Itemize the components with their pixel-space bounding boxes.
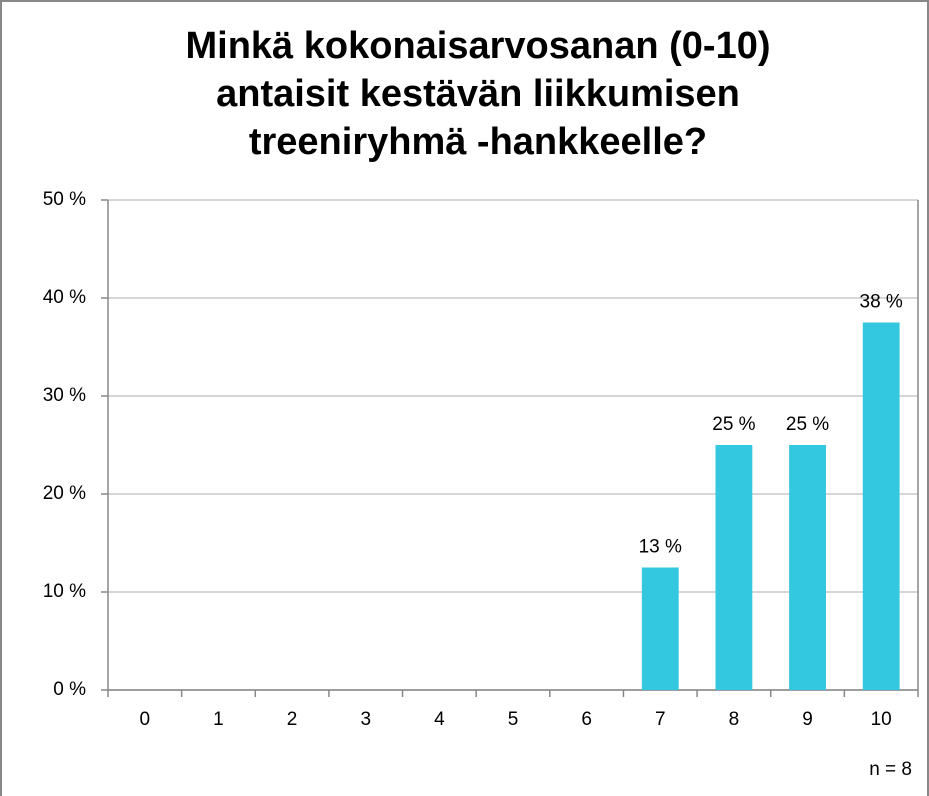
bar (789, 445, 826, 690)
x-tick-label: 4 (434, 709, 445, 730)
x-tick-label: 3 (360, 709, 371, 730)
bar (862, 322, 900, 690)
y-tick-label: 30 % (43, 385, 86, 406)
data-label: 38 % (860, 292, 903, 313)
x-tick-label: 0 (140, 709, 151, 730)
data-label: 13 % (639, 537, 682, 558)
bar (641, 567, 679, 690)
y-tick-label: 50 % (43, 189, 86, 210)
data-label: 25 % (786, 414, 829, 435)
x-tick-label: 6 (581, 709, 592, 730)
x-tick-label: 10 (871, 709, 892, 730)
x-tick-label: 9 (802, 709, 813, 730)
x-tick-label: 1 (213, 709, 224, 730)
chart-title: Minkä kokonaisarvosanan (0-10) (186, 25, 771, 67)
bar (715, 445, 753, 690)
x-tick-label: 7 (655, 709, 666, 730)
x-tick-label: 8 (729, 709, 740, 730)
annotation: n = 8 (869, 759, 912, 780)
x-tick-label: 5 (508, 709, 519, 730)
x-tick-label: 2 (287, 709, 298, 730)
chart-title: antaisit kestävän liikkumisen (216, 73, 740, 115)
data-label: 25 % (712, 414, 755, 435)
y-tick-label: 10 % (43, 581, 86, 602)
y-tick-label: 0 % (53, 679, 86, 700)
chart-title: treeniryhmä -hankkeelle? (249, 121, 707, 163)
y-tick-label: 20 % (43, 483, 86, 504)
y-tick-label: 40 % (43, 287, 86, 308)
